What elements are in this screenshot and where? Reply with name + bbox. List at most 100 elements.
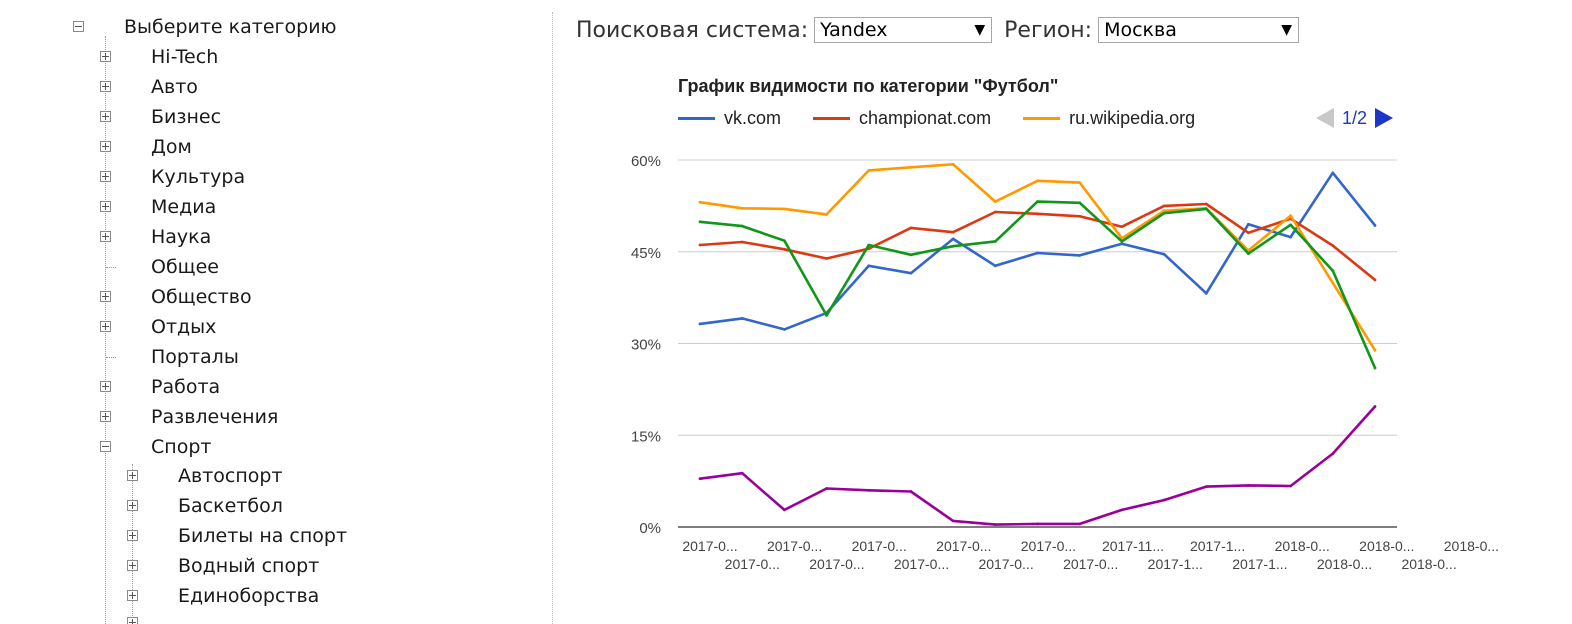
data-point[interactable] bbox=[993, 210, 997, 214]
data-point[interactable] bbox=[1162, 252, 1166, 256]
data-point[interactable] bbox=[1078, 214, 1082, 218]
data-point[interactable] bbox=[782, 247, 786, 251]
data-point[interactable] bbox=[909, 271, 913, 275]
data-point[interactable] bbox=[740, 240, 744, 244]
tree-item[interactable]: Единоборства bbox=[178, 581, 319, 611]
data-point[interactable] bbox=[867, 488, 871, 492]
tree-item[interactable]: Автоспорт bbox=[178, 461, 283, 491]
data-point[interactable] bbox=[951, 237, 955, 241]
tree-item[interactable]: Общество bbox=[151, 282, 252, 312]
tree-item[interactable]: Работа bbox=[151, 372, 220, 402]
tree-item[interactable]: Водный спорт bbox=[178, 551, 319, 581]
data-point[interactable] bbox=[1289, 484, 1293, 488]
expand-icon[interactable] bbox=[127, 560, 138, 571]
expand-icon[interactable] bbox=[100, 411, 111, 422]
tree-item[interactable]: Билеты на спорт bbox=[178, 521, 347, 551]
expand-icon[interactable] bbox=[100, 51, 111, 62]
data-point[interactable] bbox=[740, 317, 744, 320]
data-point[interactable] bbox=[782, 328, 786, 331]
data-point[interactable] bbox=[1036, 200, 1039, 203]
expand-icon[interactable] bbox=[100, 111, 111, 122]
data-point[interactable] bbox=[1247, 222, 1250, 226]
data-point[interactable] bbox=[1289, 235, 1293, 239]
data-point[interactable] bbox=[1331, 452, 1335, 455]
tree-item[interactable]: Общее bbox=[151, 252, 219, 282]
data-point[interactable] bbox=[1204, 207, 1208, 211]
series-line-4[interactable] bbox=[699, 405, 1376, 526]
data-point[interactable] bbox=[909, 490, 913, 493]
tree-item[interactable]: Авто bbox=[151, 72, 198, 102]
data-point[interactable] bbox=[1373, 348, 1377, 352]
data-point[interactable] bbox=[909, 226, 913, 230]
data-point[interactable] bbox=[1331, 269, 1335, 273]
data-point[interactable] bbox=[740, 471, 744, 475]
triangle-left-icon[interactable] bbox=[1316, 108, 1334, 128]
tree-item[interactable]: Выберите категорию bbox=[124, 12, 337, 42]
data-point[interactable] bbox=[698, 477, 702, 481]
data-point[interactable] bbox=[782, 508, 786, 512]
data-point[interactable] bbox=[1078, 522, 1082, 526]
data-point[interactable] bbox=[1331, 244, 1335, 248]
data-point[interactable] bbox=[909, 165, 913, 169]
data-point[interactable] bbox=[1373, 366, 1377, 370]
data-point[interactable] bbox=[698, 243, 702, 247]
data-point[interactable] bbox=[1036, 179, 1039, 183]
data-point[interactable] bbox=[993, 200, 997, 203]
data-point[interactable] bbox=[825, 313, 828, 317]
data-point[interactable] bbox=[1162, 209, 1166, 213]
data-point[interactable] bbox=[993, 264, 997, 268]
expand-icon[interactable] bbox=[100, 171, 111, 182]
expand-icon[interactable] bbox=[100, 231, 111, 242]
region-select[interactable]: Москва ▼ bbox=[1098, 17, 1300, 43]
data-point[interactable] bbox=[1036, 522, 1039, 526]
data-point[interactable] bbox=[1331, 281, 1335, 285]
tree-item[interactable]: Дом bbox=[151, 132, 192, 162]
data-point[interactable] bbox=[1078, 201, 1082, 205]
expand-icon[interactable] bbox=[127, 470, 138, 481]
data-point[interactable] bbox=[782, 239, 786, 243]
data-point[interactable] bbox=[1204, 202, 1208, 206]
data-point[interactable] bbox=[698, 322, 702, 326]
legend-item-wikipedia[interactable]: ru.wikipedia.org bbox=[1023, 108, 1195, 129]
data-point[interactable] bbox=[1120, 225, 1124, 229]
data-point[interactable] bbox=[1373, 405, 1377, 408]
data-point[interactable] bbox=[1162, 211, 1166, 215]
data-point[interactable] bbox=[1120, 508, 1124, 512]
data-point[interactable] bbox=[782, 207, 786, 211]
data-point[interactable] bbox=[1373, 278, 1377, 282]
legend-item-vk[interactable]: vk.com bbox=[678, 108, 781, 129]
data-point[interactable] bbox=[1204, 291, 1208, 295]
data-point[interactable] bbox=[1036, 212, 1039, 216]
collapse-icon[interactable] bbox=[100, 441, 111, 452]
data-point[interactable] bbox=[867, 168, 871, 172]
data-point[interactable] bbox=[951, 162, 955, 166]
tree-item[interactable]: Наука bbox=[151, 222, 211, 252]
data-point[interactable] bbox=[1120, 242, 1124, 246]
data-point[interactable] bbox=[1078, 181, 1082, 185]
data-point[interactable] bbox=[951, 244, 955, 248]
data-point[interactable] bbox=[1078, 254, 1082, 257]
data-point[interactable] bbox=[1204, 485, 1208, 489]
data-point[interactable] bbox=[698, 200, 702, 204]
search-engine-select[interactable]: Yandex ▼ bbox=[814, 17, 993, 43]
expand-icon[interactable] bbox=[100, 201, 111, 212]
data-point[interactable] bbox=[1247, 231, 1250, 235]
expand-icon[interactable] bbox=[127, 500, 138, 511]
data-point[interactable] bbox=[1289, 223, 1293, 227]
data-point[interactable] bbox=[740, 206, 744, 210]
data-point[interactable] bbox=[1120, 239, 1124, 243]
data-point[interactable] bbox=[698, 220, 702, 224]
data-point[interactable] bbox=[951, 230, 955, 234]
expand-icon[interactable] bbox=[127, 617, 138, 624]
tree-item[interactable]: Культура bbox=[151, 162, 245, 192]
data-point[interactable] bbox=[1247, 484, 1250, 487]
tree-item[interactable]: Развлечения bbox=[151, 402, 278, 432]
tree-item[interactable]: Hi-Tech bbox=[151, 42, 218, 72]
expand-icon[interactable] bbox=[127, 590, 138, 601]
expand-icon[interactable] bbox=[100, 81, 111, 92]
collapse-icon[interactable] bbox=[73, 21, 84, 32]
expand-icon[interactable] bbox=[100, 381, 111, 392]
data-point[interactable] bbox=[993, 239, 997, 243]
data-point[interactable] bbox=[825, 213, 828, 216]
data-point[interactable] bbox=[825, 257, 828, 260]
